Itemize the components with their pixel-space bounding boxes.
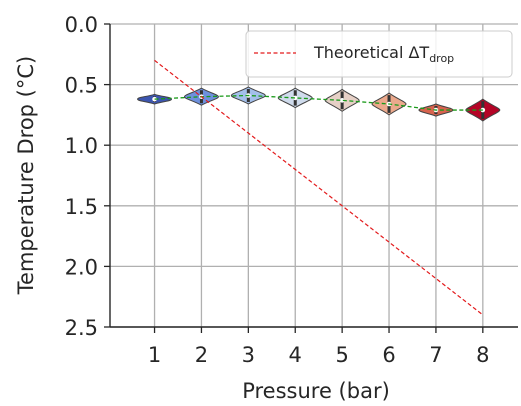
- x-tick-label: 4: [289, 343, 302, 367]
- axes: [109, 24, 518, 328]
- x-tick-label: 8: [476, 343, 489, 367]
- violin-8: [465, 98, 501, 122]
- y-tick-label: 2.0: [65, 255, 98, 279]
- y-tick-label: 0.0: [65, 13, 98, 37]
- x-tick-label: 6: [382, 343, 395, 367]
- x-axis-label: Pressure (bar): [242, 379, 390, 403]
- x-tick-label: 2: [195, 343, 208, 367]
- violin-median: [339, 98, 345, 103]
- violin-4: [277, 87, 313, 109]
- violins: [137, 86, 501, 122]
- y-axis-label: Temperature Drop (°C): [14, 56, 38, 295]
- y-tick-label: 1.5: [65, 195, 98, 219]
- violin-median: [480, 107, 486, 113]
- legend-label-main: Theoretical ΔT: [313, 43, 429, 62]
- y-tick-label: 1.0: [65, 134, 98, 158]
- x-tick-label: 5: [335, 343, 348, 367]
- ticks: 1 2 3 4 5 6 7 8 0.0 0.5 1.0 1.5 2.0 2.5: [65, 13, 490, 367]
- lines: [154, 59, 484, 316]
- legend-label-sub: drop: [429, 52, 454, 65]
- legend-label: Theoretical ΔTdrop: [313, 43, 454, 65]
- legend-box: [245, 30, 513, 78]
- y-tick-label: 0.5: [65, 74, 98, 98]
- legend: Theoretical ΔTdrop: [245, 30, 513, 78]
- x-tick-label: 3: [242, 343, 255, 367]
- mean-trend-line: [154, 94, 483, 111]
- violin-median: [292, 95, 298, 101]
- theoretical-line: [154, 59, 484, 316]
- x-tick-label: 7: [429, 343, 442, 367]
- x-tick-label: 1: [148, 343, 161, 367]
- violin-5: [324, 88, 360, 112]
- y-tick-label: 2.5: [65, 316, 98, 340]
